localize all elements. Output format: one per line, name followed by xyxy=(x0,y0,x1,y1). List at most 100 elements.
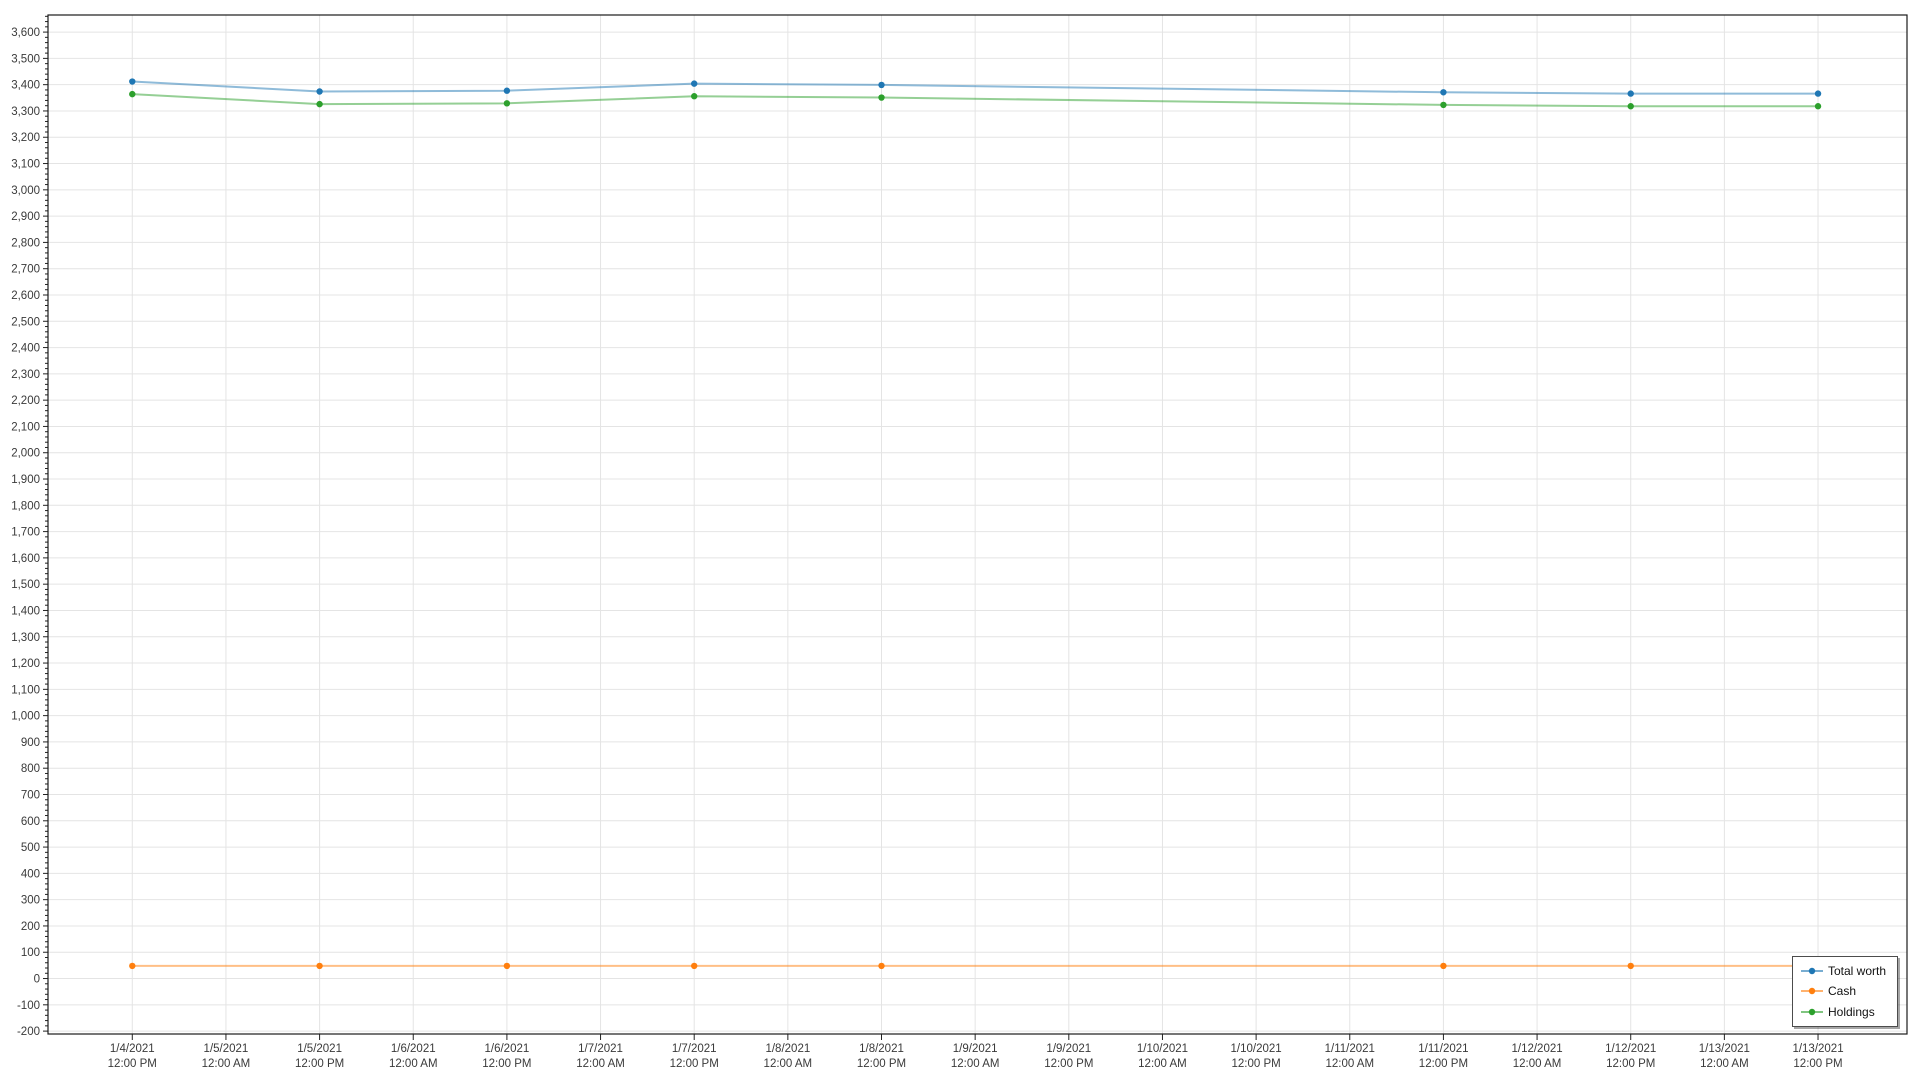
y-axis-tick-label: 800 xyxy=(21,763,40,775)
plot-border xyxy=(47,14,1908,1035)
y-axis-tick-label: 100 xyxy=(21,947,40,959)
x-axis-tick-label-date: 1/9/2021 xyxy=(953,1043,998,1055)
y-axis-tick-label: 1,600 xyxy=(11,553,40,565)
x-axis-tick-label-date: 1/10/2021 xyxy=(1231,1043,1282,1055)
y-axis-tick-label: 3,500 xyxy=(11,53,40,65)
y-axis-tick-label: 0 xyxy=(34,974,40,986)
data-point-marker xyxy=(316,962,323,970)
y-axis-tick-label: 700 xyxy=(21,789,40,801)
x-axis-tick-label-date: 1/6/2021 xyxy=(485,1043,530,1055)
x-axis-tick-label-date: 1/11/2021 xyxy=(1325,1043,1375,1055)
y-axis-tick-label: 900 xyxy=(21,737,40,749)
data-point-marker xyxy=(878,94,885,101)
y-axis-tick-label: 1,200 xyxy=(11,658,40,670)
x-axis-tick-label-date: 1/13/2021 xyxy=(1792,1043,1843,1055)
x-axis-tick-labels: 1/4/2021 12:00 PM 1/5/2021 12:00 AM 1/5/2021… xyxy=(108,1043,1844,1070)
x-axis-tick-label-time: 12:00 PM xyxy=(670,1058,719,1070)
x-axis-tick-label-time: 12:00 AM xyxy=(1325,1058,1374,1070)
x-axis-tick-label-date: 1/7/2021 xyxy=(578,1043,623,1055)
x-axis-tick-label-date: 1/10/2021 xyxy=(1137,1043,1188,1055)
x-axis-tick-label-date: 1/8/2021 xyxy=(859,1043,904,1055)
x-axis-tick-label-date: 1/12/2021 xyxy=(1605,1043,1656,1055)
x-axis-tick-label-time: 12:00 PM xyxy=(482,1058,531,1070)
x-axis-tick-label-time: 12:00 PM xyxy=(295,1058,344,1070)
data-point-marker xyxy=(1440,101,1447,109)
y-axis-tick-label: 500 xyxy=(21,842,40,854)
series-line xyxy=(132,93,1819,108)
x-axis-tick-label-date: 1/5/2021 xyxy=(297,1043,342,1055)
data-point-marker xyxy=(691,93,698,100)
series-total-worth xyxy=(129,78,1822,97)
data-point-marker xyxy=(1440,89,1447,96)
legend-label-cash: Cash xyxy=(1828,984,1857,999)
data-point-marker xyxy=(129,962,136,970)
legend-line-marker-icon xyxy=(1801,1008,1823,1016)
y-axis-tick-label: 3,200 xyxy=(11,132,40,144)
gridlines xyxy=(48,15,1907,1034)
data-point-marker xyxy=(878,81,885,89)
y-axis-tick-label: -100 xyxy=(17,1000,40,1012)
x-axis-tick-label-date: 1/4/2021 xyxy=(110,1043,155,1055)
chart-legend: Total worth Cash Holdings xyxy=(1792,956,1898,1027)
y-axis-tick-label: 2,800 xyxy=(11,237,40,249)
data-point-marker xyxy=(691,962,698,970)
data-point-marker xyxy=(503,87,511,94)
legend-line-marker-icon xyxy=(1801,967,1823,975)
x-axis-tick-label-time: 12:00 AM xyxy=(202,1058,251,1070)
y-axis-tick-label: 400 xyxy=(21,868,40,880)
series-line xyxy=(132,80,1819,95)
y-axis-tick-label: 600 xyxy=(21,816,40,828)
y-axis-tick-label: 200 xyxy=(21,921,40,933)
y-axis-tick-label: 1,500 xyxy=(11,579,40,591)
data-point-marker xyxy=(1814,90,1822,97)
x-axis-tick-label-time: 12:00 PM xyxy=(857,1058,906,1070)
y-axis-tick-label: 2,000 xyxy=(11,448,40,460)
data-point-marker xyxy=(503,962,511,970)
x-axis-tick-label-time: 12:00 AM xyxy=(1138,1058,1187,1070)
series-holdings xyxy=(129,90,1822,110)
legend-item-total-worth: Total worth xyxy=(1801,961,1893,981)
y-axis-tick-label: 2,300 xyxy=(11,369,40,381)
y-axis-tick-label: 2,200 xyxy=(11,395,40,407)
x-axis-tick-label-time: 12:00 AM xyxy=(764,1058,813,1070)
legend-label-holdings: Holdings xyxy=(1828,1004,1875,1019)
y-axis-tick-label: 3,000 xyxy=(11,185,40,197)
x-axis-tick-label-date: 1/6/2021 xyxy=(391,1043,436,1055)
axis-ticks xyxy=(43,15,1819,1040)
x-axis-tick-label-date: 1/12/2021 xyxy=(1511,1043,1562,1055)
y-axis-tick-label: 2,900 xyxy=(11,211,40,223)
data-point-marker xyxy=(1440,962,1447,970)
y-axis-tick-label: 3,100 xyxy=(11,159,40,171)
x-axis-tick-label-time: 12:00 PM xyxy=(1606,1058,1655,1070)
legend-item-cash: Cash xyxy=(1801,981,1893,1001)
data-point-marker xyxy=(129,90,136,98)
x-axis-tick-label-time: 12:00 AM xyxy=(389,1058,438,1070)
y-axis-tick-label: 1,800 xyxy=(11,500,40,512)
data-point-marker xyxy=(878,962,885,970)
x-axis-tick-label-time: 12:00 AM xyxy=(951,1058,1000,1070)
y-axis-tick-labels: -200 -100 0 100 200 300 400 500 600 700 800 900 1,00… xyxy=(11,27,40,1038)
y-axis-tick-label: 300 xyxy=(21,895,40,907)
x-axis-tick-label-time: 12:00 PM xyxy=(1231,1058,1280,1070)
x-axis-tick-label-date: 1/8/2021 xyxy=(765,1043,810,1055)
x-axis-tick-label-time: 12:00 AM xyxy=(1513,1058,1562,1070)
data-point-marker xyxy=(1627,90,1634,97)
y-axis-tick-label: 3,600 xyxy=(11,27,40,39)
y-axis-tick-label: 3,400 xyxy=(11,80,40,92)
y-axis-tick-label: 2,600 xyxy=(11,290,40,302)
x-axis-tick-label-time: 12:00 AM xyxy=(576,1058,625,1070)
x-axis-tick-label-date: 1/13/2021 xyxy=(1699,1043,1750,1055)
data-point-marker xyxy=(503,100,511,107)
x-axis-tick-label-time: 12:00 PM xyxy=(108,1058,157,1070)
y-axis-tick-label: 1,100 xyxy=(11,684,40,696)
data-point-marker xyxy=(1627,962,1634,970)
y-axis-tick-label: 2,700 xyxy=(11,264,40,276)
x-axis-tick-label-date: 1/9/2021 xyxy=(1046,1043,1091,1055)
data-point-marker xyxy=(1814,103,1822,110)
y-axis-tick-label: 1,300 xyxy=(11,632,40,644)
data-point-marker xyxy=(316,100,323,108)
y-axis-tick-label: 2,400 xyxy=(11,343,40,355)
y-axis-tick-label: -200 xyxy=(17,1026,40,1038)
